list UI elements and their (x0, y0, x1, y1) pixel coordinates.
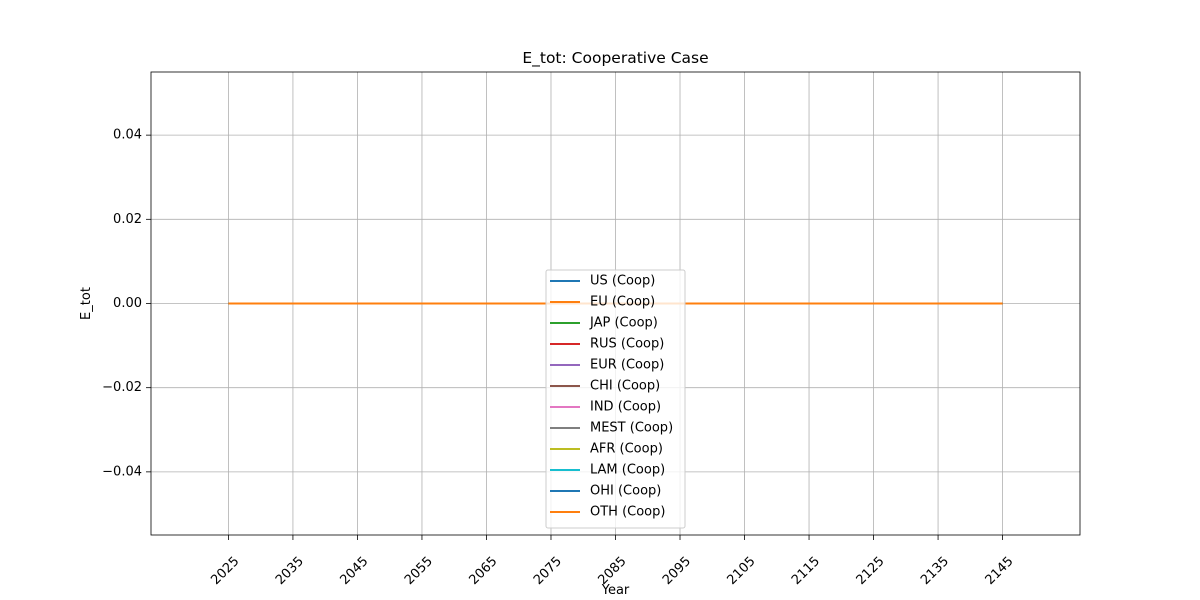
legend-label: US (Coop) (590, 274, 655, 289)
chart-title: E_tot: Cooperative Case (522, 49, 708, 68)
legend-label: EUR (Coop) (590, 358, 664, 373)
legend-label: OHI (Coop) (590, 484, 661, 499)
y-tick-label: 0.02 (113, 212, 142, 227)
legend-label: RUS (Coop) (590, 337, 664, 352)
x-axis-title: Year (601, 583, 630, 598)
legend-box (545, 269, 686, 529)
legend: US (Coop) EU (Coop) JAP (Coop) RUS (Coop) EU… (545, 269, 686, 529)
legend-label: LAM (Coop) (590, 463, 665, 478)
legend-label: EU (Coop) (590, 295, 655, 310)
legend-label: IND (Coop) (590, 400, 661, 415)
y-tick-label: 0.04 (113, 128, 142, 143)
legend-label: JAP (Coop) (589, 316, 658, 331)
y-tick-label: −0.04 (102, 464, 142, 479)
legend-label: MEST (Coop) (590, 421, 673, 436)
y-tick-label: −0.02 (102, 380, 142, 395)
legend-label: AFR (Coop) (590, 442, 663, 457)
legend-label: CHI (Coop) (590, 379, 660, 394)
y-axis: −0.04 −0.02 0.00 0.02 0.04 (102, 128, 151, 479)
y-tick-label: 0.00 (113, 296, 142, 311)
legend-label: OTH (Coop) (590, 505, 665, 520)
y-axis-title: E_tot (79, 287, 94, 320)
